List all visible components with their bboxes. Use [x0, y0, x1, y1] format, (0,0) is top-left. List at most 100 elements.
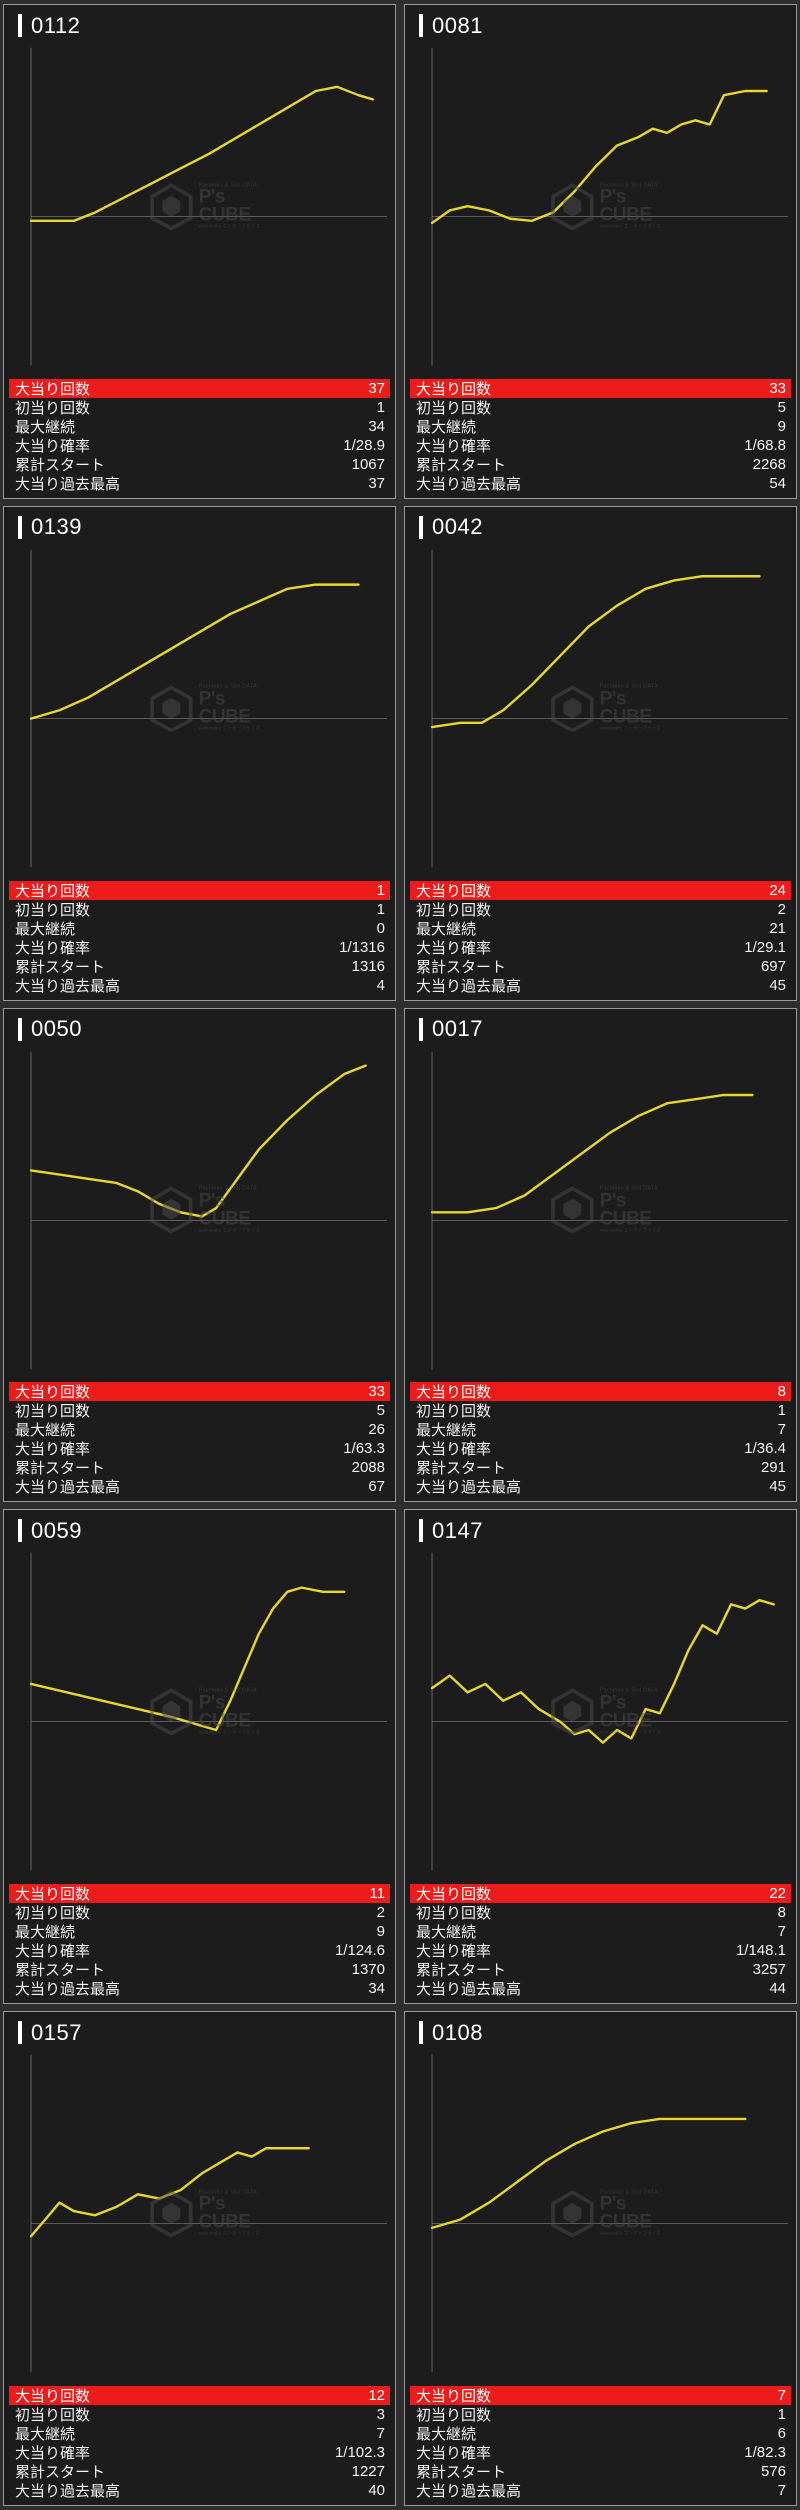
stat-value: 3257 [752, 1961, 786, 1979]
stat-value: 34 [368, 417, 385, 435]
machine-card-0112[interactable]: 0112 Pachinko & Slot DATA P's CUBE wakuw… [3, 4, 396, 499]
stat-label: 大当り過去最高 [416, 2482, 522, 2500]
machine-card-0017[interactable]: 0017 Pachinko & Slot DATA P's CUBE wakuw… [404, 1007, 797, 1503]
stat-row: 初当り回数 5 [410, 398, 791, 417]
card-header: 0157 [4, 2012, 395, 2046]
stats-table: 大当り回数 33 初当り回数 5 最大継続 26 大当り確率 1/63.3 累計スタート 2088… [9, 1382, 390, 1496]
stat-label: 大当り回数 [416, 380, 492, 398]
payout-graph: Pachinko & Slot DATA P's CUBE wakuwaku エ… [20, 41, 387, 379]
machine-card-0081[interactable]: 0081 Pachinko & Slot DATA P's CUBE wakuw… [404, 4, 797, 499]
stats-table: 大当り回数 12 初当り回数 3 最大継続 7 大当り確率 1/102.3 累計スタート 1227… [9, 2385, 390, 2500]
stats-table: 大当り回数 22 初当り回数 8 最大継続 7 大当り確率 1/148.1 累計スタート 3257… [410, 1884, 791, 1998]
stat-row: 累計スタート 697 [410, 957, 791, 976]
stat-row: 大当り確率 1/1316 [9, 938, 390, 957]
payout-graph: Pachinko & Slot DATA P's CUBE wakuwaku エ… [20, 1546, 387, 1884]
stat-row: 大当り確率 1/124.6 [9, 1941, 390, 1960]
stat-value: 576 [760, 2462, 786, 2480]
card-header: 0081 [405, 5, 796, 39]
stat-value: 7 [777, 2481, 786, 2499]
stat-row: 大当り過去最高 45 [410, 976, 791, 995]
stat-value: 5 [376, 1402, 385, 1420]
stat-value: 2 [777, 900, 786, 918]
machine-card-0147[interactable]: 0147 Pachinko & Slot DATA P's CUBE wakuw… [404, 1509, 797, 2005]
graph-svg [20, 41, 387, 379]
title-marker-icon [18, 14, 22, 37]
stat-value: 1/124.6 [334, 1942, 385, 1960]
stat-row: 大当り回数 33 [9, 1382, 390, 1402]
stat-row: 初当り回数 2 [9, 1903, 390, 1922]
stat-label: 大当り回数 [15, 2387, 91, 2405]
payout-graph: Pachinko & Slot DATA P's CUBE wakuwaku エ… [421, 1045, 788, 1383]
card-header: 0017 [405, 1009, 796, 1043]
stat-label: 初当り回数 [416, 399, 492, 417]
machine-card-0050[interactable]: 0050 Pachinko & Slot DATA P's CUBE wakuw… [3, 1007, 396, 1503]
stat-label: 大当り確率 [15, 2444, 91, 2462]
stat-value: 44 [769, 1980, 786, 1998]
stat-label: 大当り回数 [15, 882, 91, 900]
machine-card-0139[interactable]: 0139 Pachinko & Slot DATA P's CUBE wakuw… [3, 505, 396, 1001]
stat-label: 大当り過去最高 [416, 977, 522, 995]
stat-value: 3 [376, 2405, 385, 2423]
card-header: 0139 [4, 507, 395, 541]
machine-card-0042[interactable]: 0042 Pachinko & Slot DATA P's CUBE wakuw… [404, 505, 797, 1001]
machine-number: 0112 [31, 12, 81, 38]
stat-value: 4 [376, 976, 385, 994]
stat-row: 最大継続 6 [410, 2424, 791, 2443]
stat-label: 最大継続 [15, 1422, 76, 1440]
stat-row: 大当り確率 1/68.8 [410, 436, 791, 455]
stat-label: 大当り確率 [416, 437, 492, 455]
stats-table: 大当り回数 24 初当り回数 2 最大継続 21 大当り確率 1/29.1 累計スタート 697 大… [410, 880, 791, 995]
stat-label: 最大継続 [416, 1924, 477, 1942]
stat-label: 初当り回数 [15, 2406, 91, 2424]
stat-value: 11 [369, 1885, 385, 1903]
stat-label: 大当り確率 [15, 939, 91, 957]
stat-label: 大当り過去最高 [15, 475, 121, 493]
stats-table: 大当り回数 37 初当り回数 1 最大継続 34 大当り確率 1/28.9 累計スタート 1067… [9, 378, 390, 493]
payout-graph: Pachinko & Slot DATA P's CUBE wakuwaku エ… [20, 543, 387, 881]
stat-row: 初当り回数 1 [410, 2405, 791, 2424]
stat-row: 大当り回数 8 [410, 1382, 791, 1402]
stats-table: 大当り回数 11 初当り回数 2 最大継続 9 大当り確率 1/124.6 累計スタート 1370… [9, 1884, 390, 1998]
stat-value: 8 [777, 1904, 786, 1922]
stat-row: 最大継続 7 [410, 1922, 791, 1941]
title-marker-icon [419, 14, 423, 37]
stat-label: 最大継続 [416, 418, 477, 436]
machine-card-0059[interactable]: 0059 Pachinko & Slot DATA P's CUBE wakuw… [3, 1509, 396, 2005]
stat-value: 6 [777, 2424, 786, 2442]
stat-value: 1 [376, 398, 385, 416]
stat-value: 1/36.4 [744, 1440, 786, 1458]
stat-value: 1370 [351, 1961, 385, 1979]
stat-row: 大当り確率 1/28.9 [9, 436, 390, 455]
machine-card-0108[interactable]: 0108 Pachinko & Slot DATA P's CUBE wakuw… [404, 2011, 797, 2506]
stat-value: 37 [368, 379, 385, 397]
machine-number: 0042 [432, 514, 483, 540]
stat-label: 累計スタート [416, 2463, 507, 2481]
stat-row: 大当り過去最高 37 [9, 474, 390, 493]
title-marker-icon [18, 515, 22, 539]
graph-svg [20, 1546, 387, 1884]
machine-number: 0081 [432, 12, 483, 38]
stat-row: 最大継続 7 [9, 2424, 390, 2443]
stat-value: 1227 [351, 2462, 385, 2480]
card-header: 0147 [405, 1510, 796, 1544]
stat-value: 40 [368, 2481, 385, 2499]
stat-row: 大当り回数 24 [410, 880, 791, 900]
stat-row: 最大継続 26 [9, 1420, 390, 1439]
payout-graph: Pachinko & Slot DATA P's CUBE wakuwaku エ… [421, 41, 788, 379]
stat-value: 54 [769, 474, 786, 492]
graph-svg [421, 41, 788, 379]
stat-value: 67 [368, 1478, 385, 1496]
stat-value: 5 [777, 398, 786, 416]
stat-label: 大当り過去最高 [15, 977, 121, 995]
stat-value: 34 [368, 1980, 385, 1998]
stat-label: 初当り回数 [416, 2406, 492, 2424]
stat-row: 大当り回数 7 [410, 2385, 791, 2405]
machine-card-0157[interactable]: 0157 Pachinko & Slot DATA P's CUBE wakuw… [3, 2011, 396, 2506]
payout-graph: Pachinko & Slot DATA P's CUBE wakuwaku エ… [421, 543, 788, 881]
machine-number: 0108 [432, 2019, 483, 2045]
stat-label: 大当り確率 [416, 2444, 492, 2462]
stat-row: 初当り回数 1 [9, 398, 390, 417]
stat-value: 2088 [351, 1459, 385, 1477]
graph-svg [20, 543, 387, 881]
